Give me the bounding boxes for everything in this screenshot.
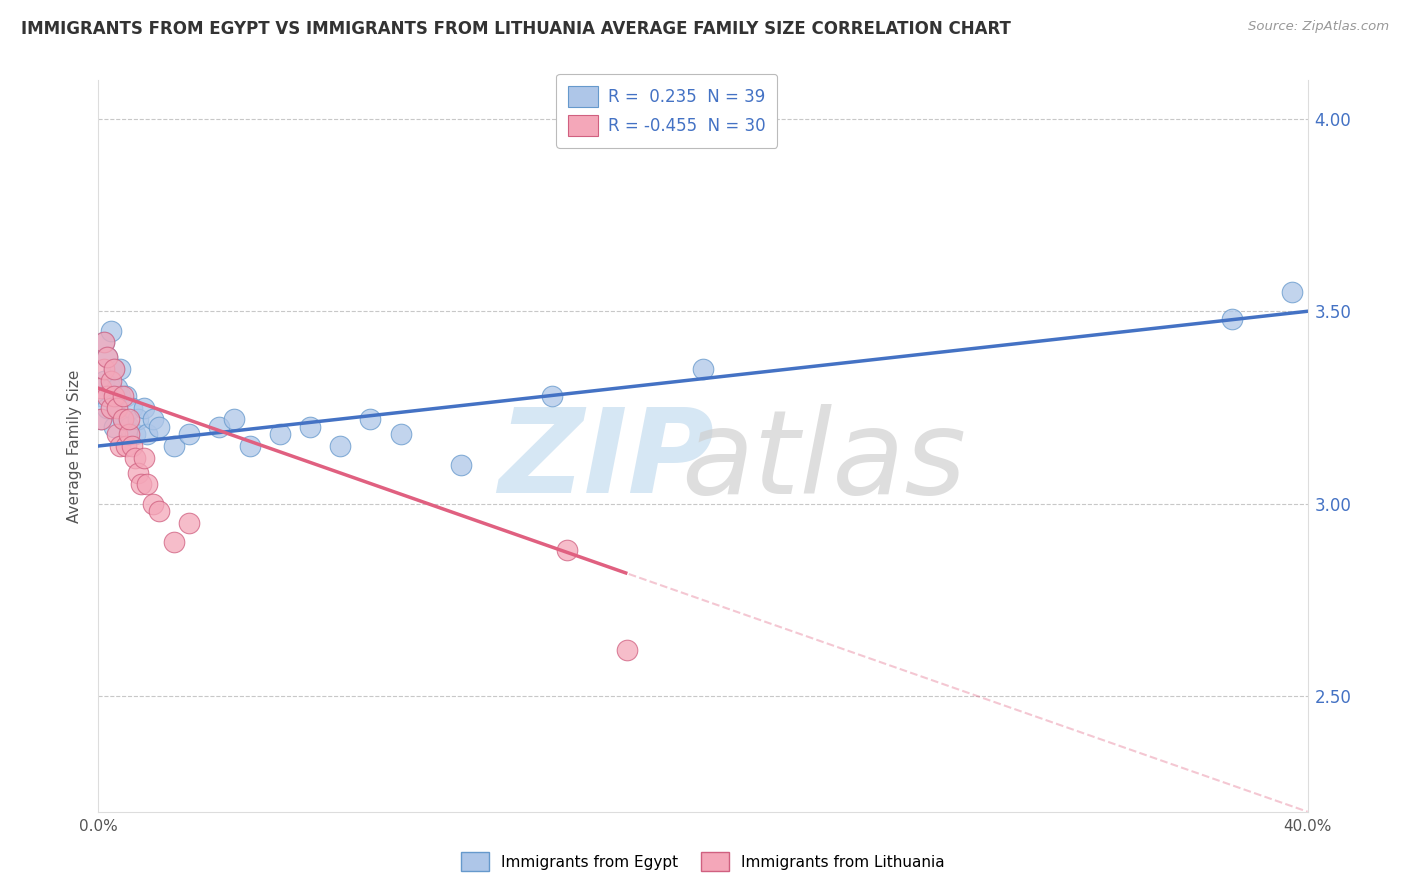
Y-axis label: Average Family Size: Average Family Size (67, 369, 83, 523)
Point (692, 362, 714, 376)
Point (100, 324, 122, 338)
Point (93, 362, 115, 376)
Point (111, 412, 134, 426)
Point (389, 427, 412, 442)
Point (135, 427, 157, 442)
Point (90, 389, 112, 403)
Point (108, 439, 131, 453)
Point (96, 351, 118, 365)
Legend: R =  0.235  N = 39, R = -0.455  N = 30: R = 0.235 N = 39, R = -0.455 N = 30 (557, 74, 778, 148)
Point (299, 419, 322, 434)
Legend: Immigrants from Egypt, Immigrants from Lithuania: Immigrants from Egypt, Immigrants from L… (456, 847, 950, 877)
Point (224, 412, 246, 426)
Point (269, 427, 291, 442)
Text: ZIP: ZIP (498, 403, 714, 518)
Point (96, 389, 118, 403)
Point (108, 389, 131, 403)
Point (100, 401, 122, 415)
Point (142, 412, 165, 426)
Point (103, 362, 125, 376)
Point (114, 389, 136, 403)
Point (124, 427, 146, 442)
Point (179, 516, 201, 530)
Point (103, 389, 125, 403)
Point (96, 351, 118, 365)
Point (135, 477, 157, 491)
Point (108, 362, 131, 376)
Point (121, 439, 143, 453)
Point (329, 439, 352, 453)
Point (103, 362, 125, 376)
Point (111, 412, 134, 426)
Point (96, 401, 118, 415)
Point (129, 477, 152, 491)
Point (127, 412, 149, 426)
Point (105, 401, 128, 415)
Point (208, 419, 231, 434)
Text: IMMIGRANTS FROM EGYPT VS IMMIGRANTS FROM LITHUANIA AVERAGE FAMILY SIZE CORRELATI: IMMIGRANTS FROM EGYPT VS IMMIGRANTS FROM… (21, 20, 1011, 37)
Point (163, 439, 186, 453)
Point (127, 466, 149, 480)
Point (540, 389, 562, 403)
Point (93, 374, 115, 388)
Point (124, 450, 146, 465)
Point (239, 439, 262, 453)
Point (90, 412, 112, 426)
Point (616, 643, 638, 657)
Point (118, 427, 141, 442)
Point (1220, 312, 1243, 326)
Point (148, 504, 170, 518)
Point (90, 381, 112, 395)
Point (114, 439, 136, 453)
Point (555, 543, 578, 558)
Text: atlas: atlas (682, 403, 966, 517)
Point (148, 419, 170, 434)
Point (163, 535, 186, 549)
Point (450, 458, 472, 473)
Point (132, 401, 155, 415)
Point (142, 497, 165, 511)
Point (105, 381, 128, 395)
Point (93, 334, 115, 349)
Point (103, 419, 125, 434)
Point (132, 450, 155, 465)
Point (105, 427, 128, 442)
Point (90, 412, 112, 426)
Point (1281, 285, 1303, 299)
Point (111, 389, 134, 403)
Point (105, 401, 128, 415)
Point (179, 427, 201, 442)
Point (118, 419, 141, 434)
Point (100, 381, 122, 395)
Point (121, 401, 143, 415)
Point (100, 374, 122, 388)
Point (118, 412, 141, 426)
Point (360, 412, 382, 426)
Text: Source: ZipAtlas.com: Source: ZipAtlas.com (1249, 20, 1389, 33)
Point (93, 334, 115, 349)
